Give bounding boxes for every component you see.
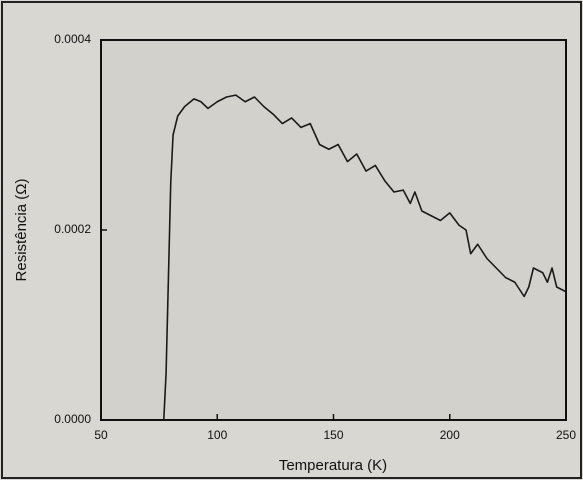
x-tick-label: 150 [323,428,343,442]
x-tick-label: 200 [440,428,460,442]
y-tick-label: 0.0000 [54,412,91,426]
plot-area [100,39,567,421]
x-tick-label: 100 [207,428,227,442]
x-tick-label: 250 [556,428,576,442]
x-tick-label: 50 [94,428,108,442]
y-tick-label: 0.0004 [54,32,91,46]
data-line [162,94,567,421]
y-tick-label: 0.0002 [54,222,91,236]
x-axis-label: Temperatura (K) [279,457,387,474]
y-axis-label: Resistência (Ω) [13,179,30,282]
